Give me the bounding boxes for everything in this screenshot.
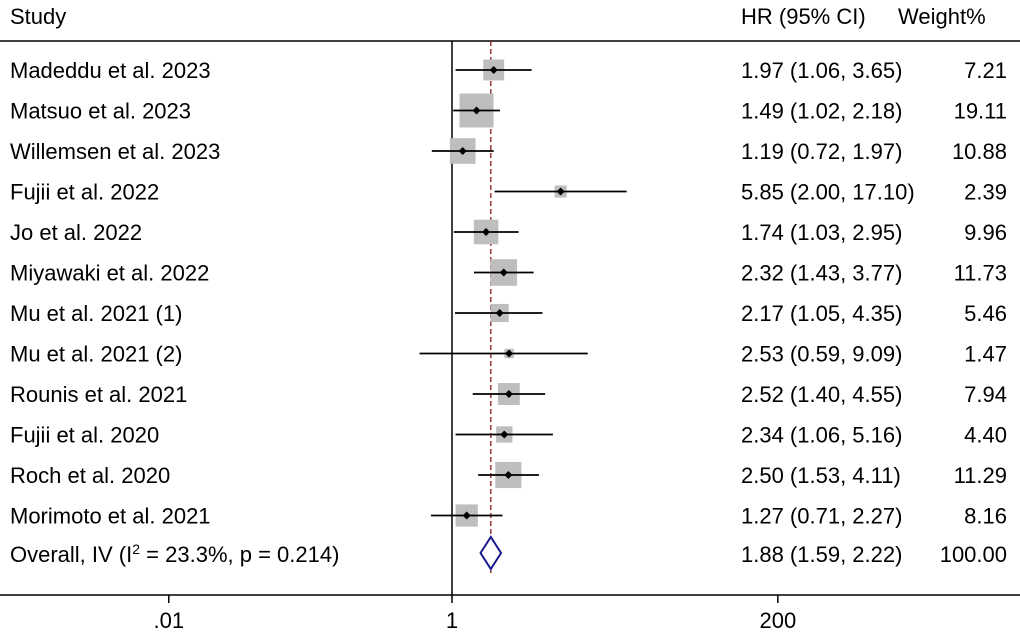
study-ci-text: 2.52 (1.40, 4.55) bbox=[741, 382, 902, 407]
header-hr-ci: HR (95% CI) bbox=[741, 4, 866, 29]
study-label: Miyawaki et al. 2022 bbox=[10, 261, 209, 286]
x-tick-label: 1 bbox=[446, 608, 458, 633]
x-tick-label: .01 bbox=[153, 608, 184, 633]
study-weight-text: 4.40 bbox=[964, 423, 1007, 448]
study-label: Roch et al. 2020 bbox=[10, 463, 170, 488]
point-estimate bbox=[500, 430, 509, 439]
study-weight-text: 10.88 bbox=[952, 139, 1007, 164]
study-weight-text: 1.47 bbox=[964, 342, 1007, 367]
point-estimate bbox=[482, 228, 491, 236]
x-axis-ticks: .01 1 200 bbox=[153, 595, 796, 633]
overall-label: Overall, IV (I2 = 23.3%, p = 0.214) bbox=[10, 541, 339, 567]
study-weight-text: 2.39 bbox=[964, 180, 1007, 205]
study-ci-text: 1.49 (1.02, 2.18) bbox=[741, 99, 902, 124]
study-ci-text: 5.85 (2.00, 17.10) bbox=[741, 180, 915, 205]
overall-label-sup: 2 bbox=[132, 541, 140, 557]
study-weight-text: 5.46 bbox=[964, 301, 1007, 326]
study-label: Rounis et al. 2021 bbox=[10, 382, 187, 407]
study-ci-text: 1.19 (0.72, 1.97) bbox=[741, 139, 902, 164]
point-estimate bbox=[504, 390, 513, 398]
study-ci-text: 1.27 (0.71, 2.27) bbox=[741, 504, 902, 529]
study-label: Fujii et al. 2020 bbox=[10, 423, 159, 448]
study-ci-text: 2.32 (1.43, 3.77) bbox=[741, 261, 902, 286]
study-rows: Madeddu et al. 2023 1.97 (1.06, 3.65) 7.21… bbox=[10, 58, 1007, 529]
study-ci-text: 2.50 (1.53, 4.11) bbox=[741, 463, 901, 488]
overall-diamond bbox=[479, 535, 503, 571]
point-estimate bbox=[489, 66, 498, 74]
point-estimate bbox=[505, 349, 514, 358]
point-estimate bbox=[458, 147, 467, 155]
header-study: Study bbox=[10, 4, 66, 29]
study-ci-text: 2.53 (0.59, 9.09) bbox=[741, 342, 902, 367]
point-estimate bbox=[472, 106, 481, 115]
point-estimate bbox=[504, 471, 513, 479]
overall-ci-text: 1.88 (1.59, 2.22) bbox=[741, 542, 902, 567]
plot-area bbox=[419, 41, 627, 595]
study-label: Mu et al. 2021 (1) bbox=[10, 301, 182, 326]
study-label: Jo et al. 2022 bbox=[10, 220, 142, 245]
point-estimate bbox=[499, 268, 508, 277]
x-tick-label: 200 bbox=[759, 608, 796, 633]
study-weight-text: 11.73 bbox=[954, 261, 1007, 286]
study-weight-text: 11.29 bbox=[954, 463, 1007, 488]
study-weight-text: 7.21 bbox=[964, 58, 1007, 83]
study-weight-text: 9.96 bbox=[964, 220, 1007, 245]
study-label: Fujii et al. 2022 bbox=[10, 180, 159, 205]
header-weight: Weight% bbox=[898, 4, 986, 29]
study-label: Matsuo et al. 2023 bbox=[10, 99, 191, 124]
study-weight-text: 7.94 bbox=[964, 382, 1007, 407]
study-ci-text: 2.17 (1.05, 4.35) bbox=[741, 301, 902, 326]
study-label: Madeddu et al. 2023 bbox=[10, 58, 211, 83]
study-ci-text: 1.74 (1.03, 2.95) bbox=[741, 220, 902, 245]
study-ci-text: 2.34 (1.06, 5.16) bbox=[741, 423, 902, 448]
study-label: Willemsen et al. 2023 bbox=[10, 139, 220, 164]
study-weight-text: 8.16 bbox=[964, 504, 1007, 529]
point-estimate bbox=[495, 309, 504, 317]
point-estimate bbox=[556, 187, 565, 196]
study-label: Morimoto et al. 2021 bbox=[10, 504, 211, 529]
study-label: Mu et al. 2021 (2) bbox=[10, 342, 182, 367]
study-ci-text: 1.97 (1.06, 3.65) bbox=[741, 58, 902, 83]
study-weight-text: 19.11 bbox=[954, 99, 1007, 124]
overall-label-prefix: Overall, IV (I bbox=[10, 542, 132, 567]
overall-label-suffix: = 23.3%, p = 0.214) bbox=[140, 542, 339, 567]
point-estimate bbox=[462, 511, 471, 520]
overall-weight-text: 100.00 bbox=[940, 542, 1007, 567]
